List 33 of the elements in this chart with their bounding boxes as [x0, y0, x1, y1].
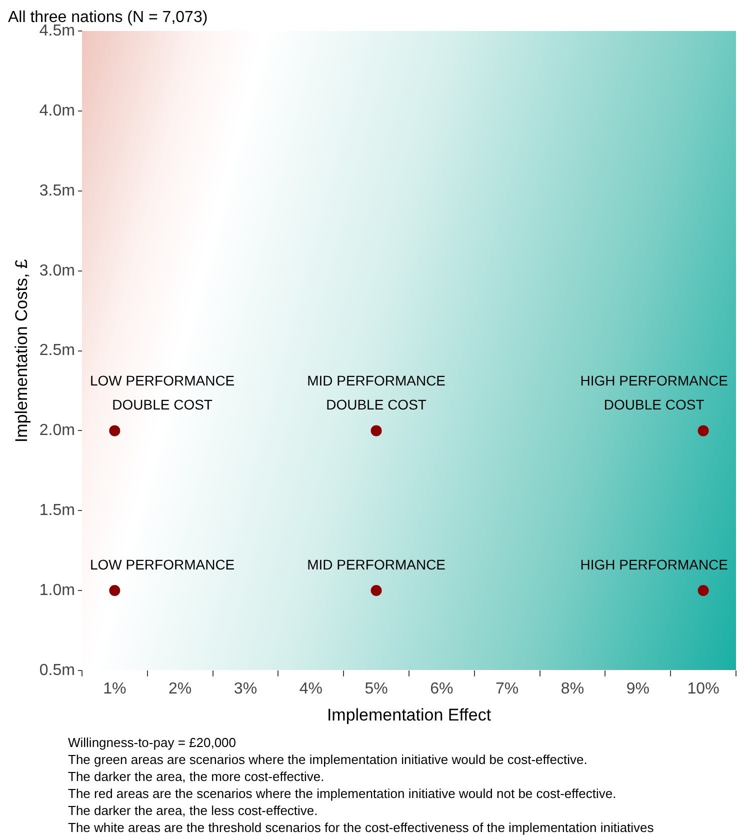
y-tick-label: 0.5m — [39, 662, 75, 679]
y-tick-label: 1.0m — [39, 582, 75, 599]
y-axis-title: Implementation Costs, £ — [12, 258, 31, 442]
annotation: LOW PERFORMANCE — [90, 556, 235, 572]
x-tick-label: 1% — [103, 680, 126, 698]
annotation: HIGH PERFORMANCE DOUBLE COST — [580, 372, 728, 413]
y-tick-label: 2.0m — [39, 422, 75, 440]
y-tick-label: 1.5m — [39, 502, 75, 520]
x-axis-title: Implementation Effect — [326, 705, 492, 724]
text: The darker the area, the less cost-effective. — [68, 802, 319, 819]
y-tick-label: 4.5m — [39, 22, 75, 40]
x-tick-label: 9% — [626, 680, 650, 698]
annotation: HIGH PERFORMANCE — [580, 556, 728, 572]
x-tick-label: 7% — [496, 680, 519, 698]
text: Willingness-to-pay = £20,000 — [68, 734, 238, 751]
x-tick-label: 6% — [430, 680, 454, 698]
x-tick-label: 4% — [299, 680, 322, 698]
text: The darker the area, the more cost-effective. — [68, 768, 326, 785]
annotation: MID PERFORMANCE — [307, 556, 446, 572]
annotation: LOW PERFORMANCE DOUBLE COST — [90, 372, 235, 413]
x-tick-label: 10% — [687, 680, 720, 698]
x-tick-label: 3% — [234, 680, 258, 698]
y-tick-label: 3.5m — [39, 182, 75, 200]
text: The white areas are the threshold scenarios for the cost-effectiveness of the implementation initiatives — [68, 819, 655, 835]
annotation: MID PERFORMANCE DOUBLE COST — [307, 372, 446, 413]
y-tick-label: 4.0m — [39, 102, 75, 120]
x-tick-label: 2% — [168, 680, 192, 698]
y-tick-label: 2.5m — [39, 342, 75, 360]
y-tick-label: 3.0m — [39, 262, 75, 280]
text: The red areas are the scenarios where the implementation initiative would not be cost-effective. — [68, 785, 618, 802]
x-tick-label: 5% — [364, 680, 388, 698]
text: The green areas are scenarios where the implementation initiative would be cost-effective. — [68, 751, 588, 768]
x-tick-label: 8% — [560, 680, 584, 698]
